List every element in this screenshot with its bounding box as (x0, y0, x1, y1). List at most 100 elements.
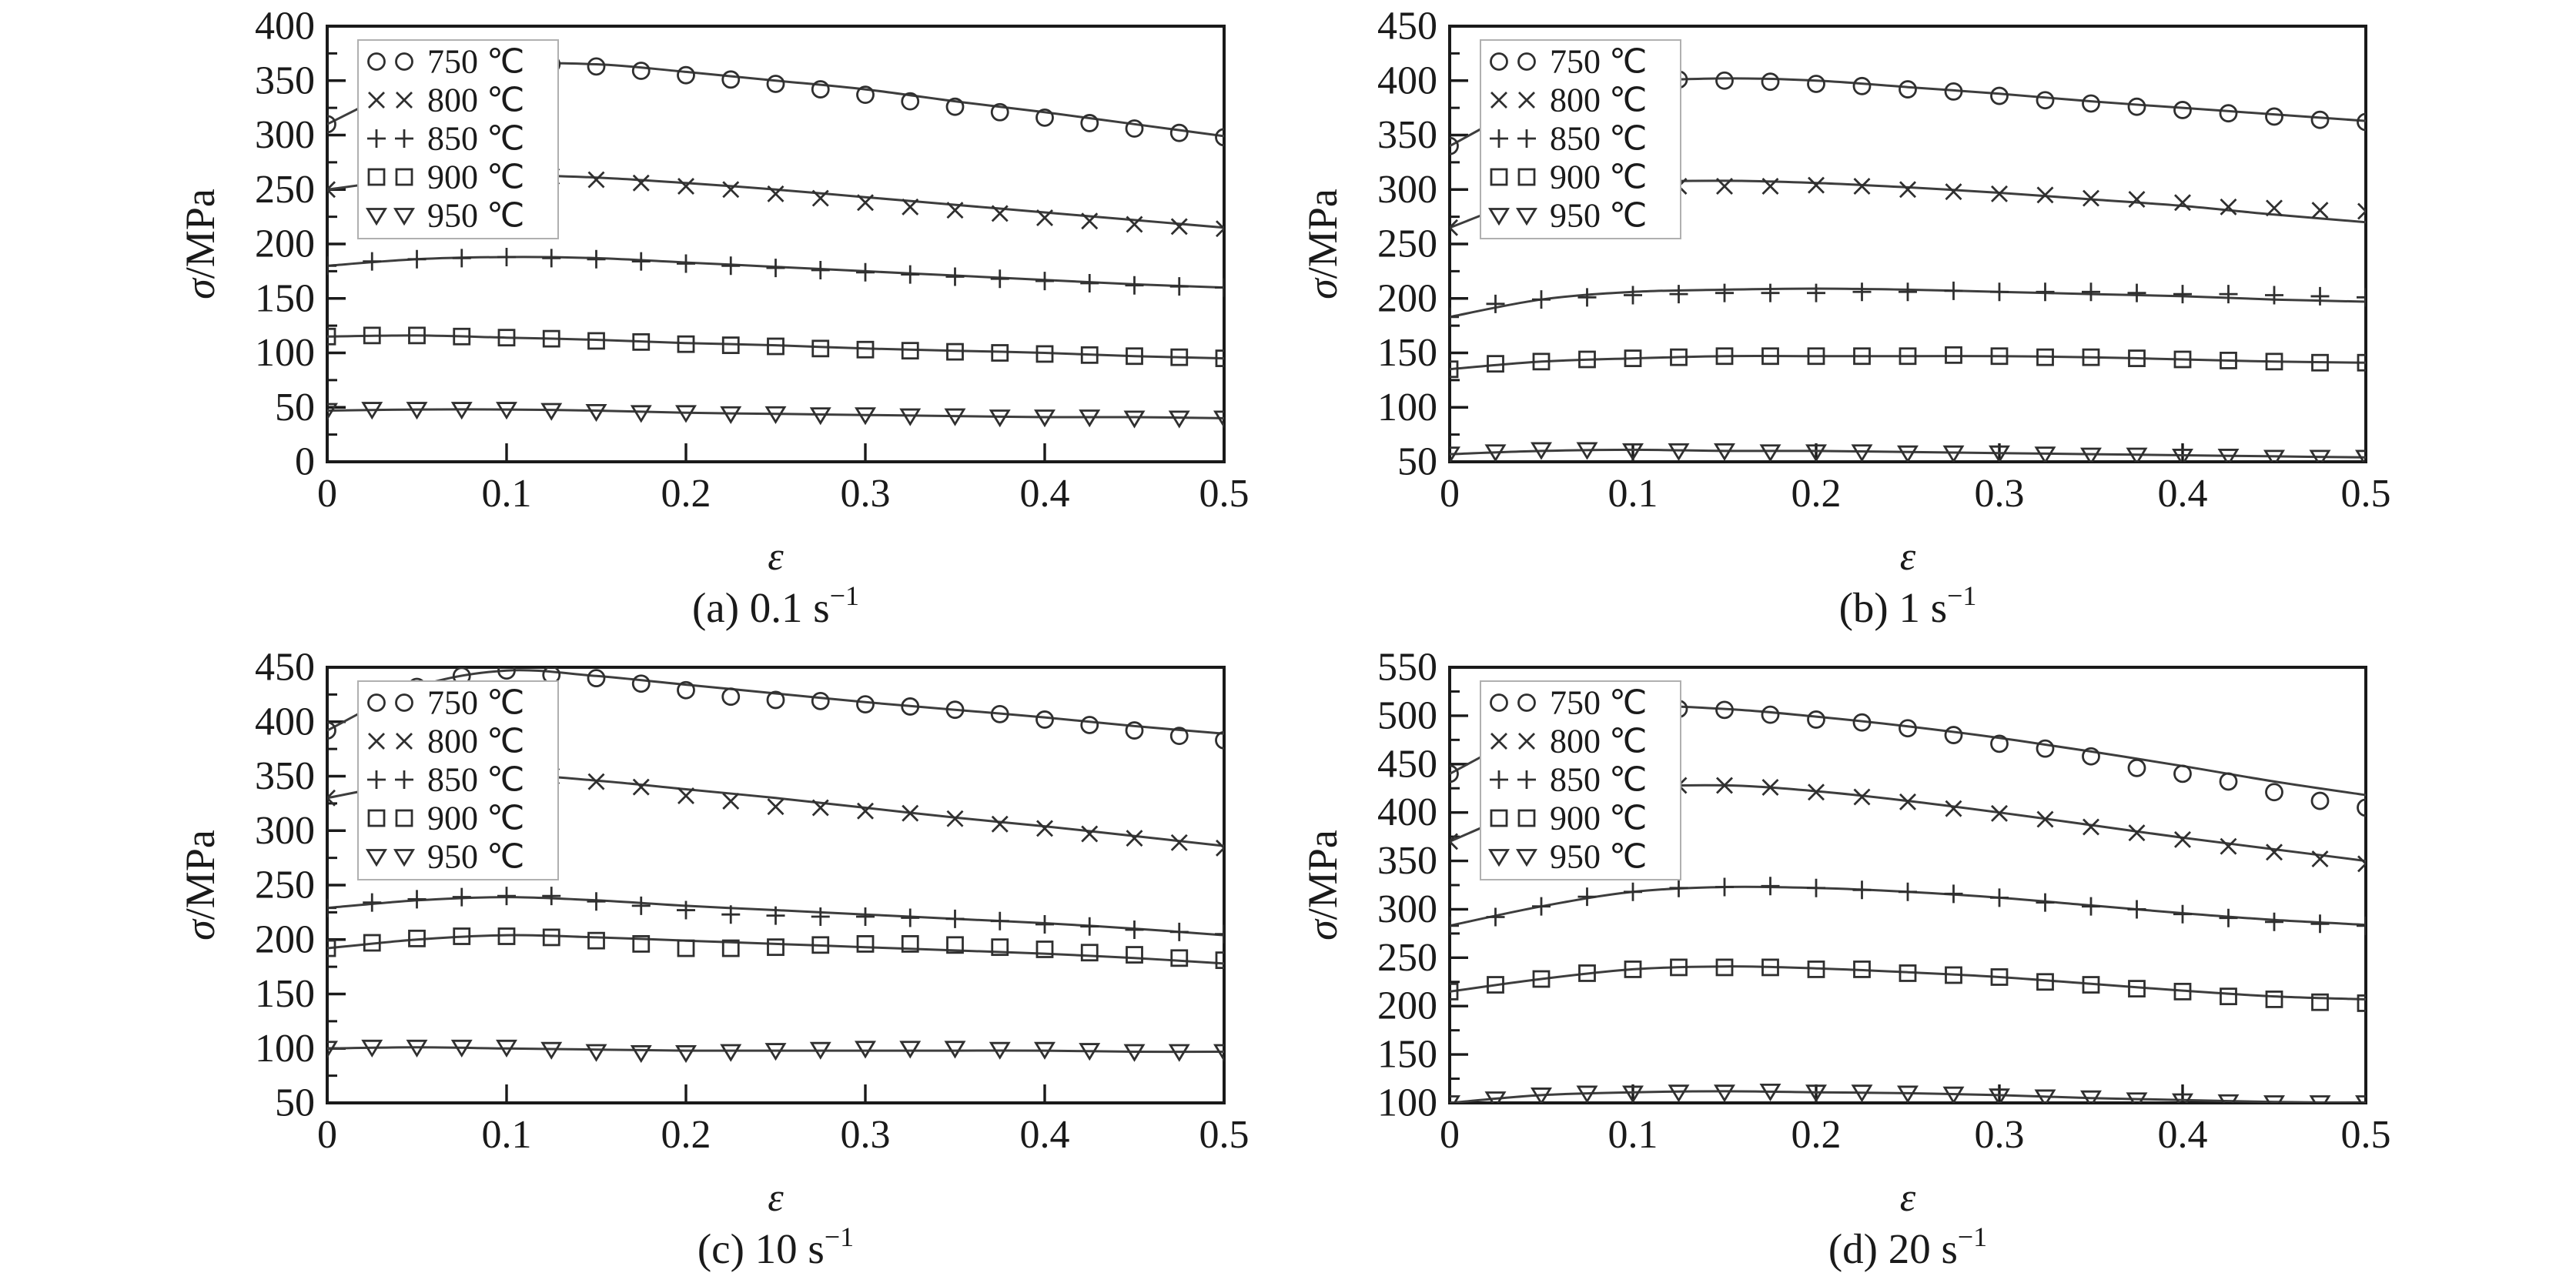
legend-marker-triangle-down (1488, 208, 1510, 226)
data-point-triangle-down (327, 403, 338, 421)
data-point-triangle-down (2263, 1095, 2285, 1103)
data-point-circle (1080, 716, 1099, 734)
data-point-circle (677, 65, 695, 85)
y-axis-label-symbol: σ (177, 918, 223, 941)
legend-marker-plus (395, 129, 413, 148)
data-point-circle (1215, 128, 1224, 147)
x-tick-label: 0.1 (482, 1113, 532, 1157)
data-point-square (1670, 348, 1688, 366)
data-point-plus (1035, 914, 1054, 934)
data-point-square (327, 327, 336, 346)
data-point-x (1081, 825, 1099, 843)
data-point-square (1532, 970, 1551, 988)
data-point-x (857, 802, 874, 820)
data-point-triangle-down (327, 1041, 338, 1059)
y-axis-label-symbol: σ (177, 277, 223, 299)
data-point-x (2128, 190, 2146, 208)
legend-marker-plus (395, 770, 413, 789)
data-point-plus (2357, 288, 2366, 307)
y-tick-label: 400 (1377, 790, 1437, 834)
data-point-x (2174, 194, 2191, 212)
data-point-x (2220, 198, 2237, 216)
x-tick-label: 0.5 (1199, 1113, 1250, 1157)
data-point-square (1080, 944, 1099, 962)
y-axis-label: σ/MPa (177, 189, 223, 299)
data-point-square (632, 935, 651, 953)
data-point-square (1170, 348, 1189, 366)
data-point-plus (990, 269, 1009, 289)
series-line-triangle-down (327, 408, 1224, 419)
data-point-circle (2082, 747, 2100, 766)
caption-superscript: −1 (1947, 580, 1976, 611)
y-tick-label: 450 (1377, 742, 1437, 786)
legend-label: 900 ℃ (427, 159, 524, 196)
data-point-square (453, 327, 471, 346)
data-point-circle (2127, 758, 2146, 777)
data-point-circle (2265, 107, 2283, 126)
legend-marker-square (1490, 809, 1508, 827)
data-point-x (1081, 212, 1099, 230)
data-point-plus (587, 249, 606, 269)
data-point-plus (1080, 917, 1099, 936)
data-point-triangle-down (450, 402, 473, 420)
data-point-plus (2173, 285, 2192, 304)
data-point-circle (631, 674, 651, 693)
data-point-circle (901, 92, 920, 111)
data-point-triangle-down (2355, 449, 2366, 462)
y-tick-label: 200 (255, 222, 315, 266)
panel-a: 0 50 100 150 200 250 300 350 400 0 0.1 0.2 0.3 0.4 0.5… (0, 0, 1288, 641)
data-point-square (2265, 352, 2283, 371)
legend-marker-circle (395, 693, 413, 712)
legend-marker-plus (1517, 770, 1536, 789)
data-point-x (677, 178, 694, 195)
data-point-x (1899, 793, 1916, 810)
data-point-triangle-down (720, 406, 742, 424)
data-point-x (1899, 181, 1916, 199)
data-point-circle (1450, 136, 1459, 155)
y-tick-label: 150 (1377, 1033, 1437, 1077)
caption: (c) 10 s−1 (698, 1221, 854, 1272)
data-point-triangle-down (2217, 1094, 2240, 1103)
data-point-x (722, 181, 740, 199)
data-point-triangle-down (1897, 1085, 1919, 1103)
data-point-plus (1035, 272, 1054, 291)
data-point-circle (2357, 112, 2366, 132)
data-point-x (1761, 178, 1779, 195)
data-point-circle (1852, 713, 1872, 732)
data-point-x (722, 793, 740, 810)
y-tick-label: 50 (275, 1081, 315, 1125)
data-point-plus (542, 887, 561, 906)
data-point-triangle-down (585, 404, 607, 423)
data-point-plus (1899, 282, 1917, 302)
legend-label: 950 ℃ (1550, 838, 1647, 876)
data-point-square (1450, 982, 1459, 1001)
data-point-plus (901, 908, 920, 927)
y-tick-label: 150 (255, 972, 315, 1016)
data-point-plus (407, 249, 427, 269)
data-point-x (2357, 202, 2366, 220)
data-point-plus (856, 907, 875, 927)
data-point-triangle-down (675, 405, 697, 423)
x-tick-label: 0.4 (2158, 472, 2208, 516)
data-point-x (1945, 183, 1962, 201)
data-point-x (1036, 820, 1053, 837)
data-point-triangle-down (630, 405, 652, 423)
data-point-square (1578, 350, 1596, 369)
data-point-plus (945, 267, 965, 286)
legend-box (357, 680, 559, 880)
data-point-square (811, 339, 830, 358)
data-point-plus (677, 900, 695, 920)
y-axis-label: σ/MPa (1300, 189, 1346, 299)
data-point-circle (766, 690, 785, 710)
data-point-circle (2082, 94, 2100, 113)
data-point-square (408, 326, 426, 345)
caption-text: (c) 10 s (698, 1225, 825, 1272)
data-point-square (1807, 347, 1825, 366)
data-point-square (1126, 946, 1143, 964)
y-tick-label: 100 (1377, 386, 1437, 429)
y-tick-label: 250 (1377, 936, 1437, 980)
data-point-x (2083, 818, 2099, 836)
data-point-square (767, 938, 785, 957)
legend-marker-triangle-down (366, 849, 387, 867)
data-point-square (1487, 355, 1504, 373)
